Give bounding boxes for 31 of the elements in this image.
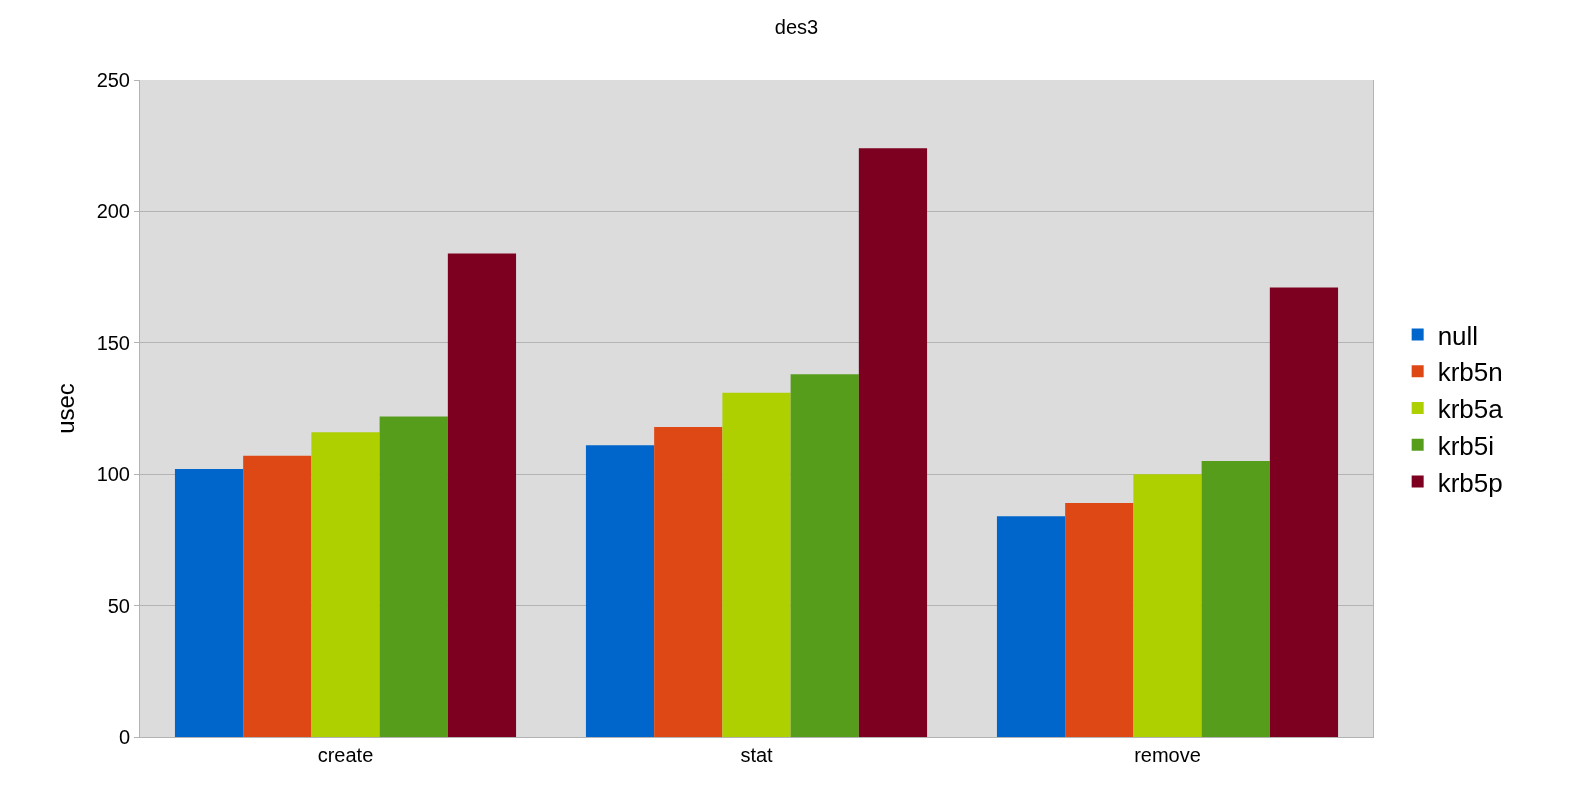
bar <box>654 426 723 737</box>
bar <box>585 445 655 737</box>
bar <box>996 516 1066 737</box>
bar <box>311 432 380 737</box>
bar <box>174 468 244 737</box>
y-tick-label: 250 <box>96 69 130 91</box>
x-tick-label: create <box>317 744 374 766</box>
y-tick-label: 0 <box>118 726 130 748</box>
bar <box>790 374 859 737</box>
bar <box>1201 461 1270 737</box>
y-tick-label: 150 <box>96 331 130 354</box>
legend-label: krb5n <box>1437 357 1503 388</box>
bar <box>243 455 312 737</box>
y-tick-label: 200 <box>96 200 130 223</box>
bar <box>379 416 448 737</box>
legend-label: krb5p <box>1437 467 1503 498</box>
bar <box>447 253 517 737</box>
bar <box>858 148 928 737</box>
bar <box>1133 474 1202 737</box>
legend-label: krb5a <box>1437 394 1504 425</box>
chart-title: des3 <box>774 15 819 38</box>
y-axis-title: usec <box>51 383 79 434</box>
x-tick-label: stat <box>740 744 774 766</box>
bar <box>1065 503 1134 737</box>
legend-label: null <box>1437 320 1479 351</box>
bar <box>1269 287 1339 737</box>
y-tick-label: 100 <box>96 463 130 486</box>
y-tick-label: 50 <box>107 594 130 617</box>
legend-label: krb5i <box>1437 430 1495 461</box>
x-tick-label: remove <box>1134 744 1201 766</box>
bar <box>722 392 791 737</box>
